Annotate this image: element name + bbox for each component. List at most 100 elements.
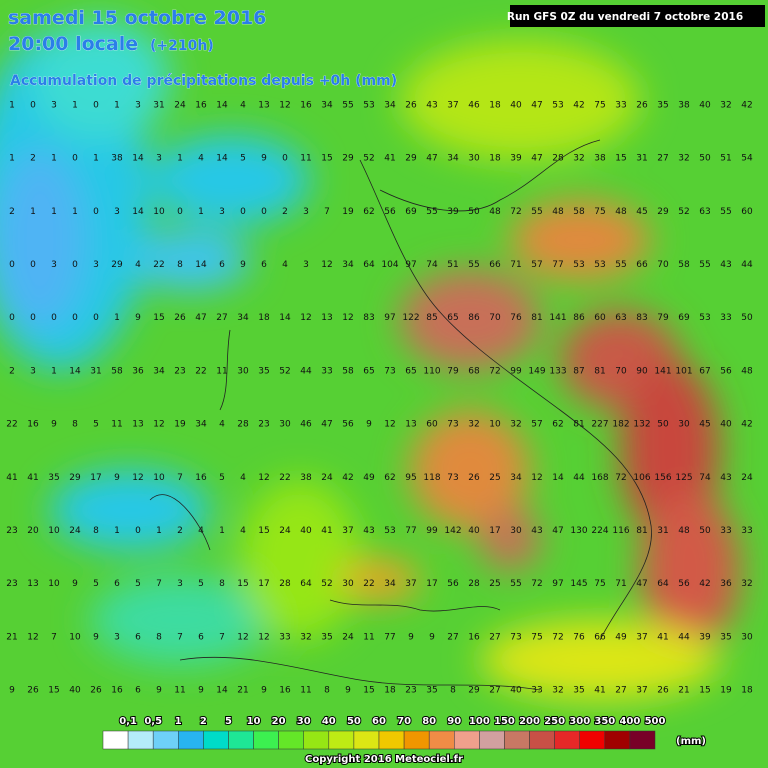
- grid-value: 4: [240, 101, 246, 111]
- grid-value: 37: [636, 686, 647, 696]
- grid-value: 47: [195, 313, 206, 323]
- grid-value: 56: [720, 366, 732, 376]
- legend-swatch: [203, 730, 229, 750]
- grid-value: 53: [594, 260, 605, 270]
- grid-value: 16: [111, 686, 123, 696]
- grid-value: 47: [321, 420, 332, 430]
- grid-value: 24: [741, 473, 753, 483]
- legend-swatch: [278, 730, 304, 750]
- grid-value: 70: [657, 260, 669, 270]
- legend-swatch: [127, 730, 154, 750]
- grid-value: 76: [510, 313, 522, 323]
- grid-value: 39: [510, 154, 522, 164]
- grid-value: 11: [363, 632, 374, 642]
- grid-value: 13: [132, 420, 143, 430]
- grid-value: 72: [552, 632, 563, 642]
- grid-value: 64: [363, 260, 375, 270]
- grid-value: 4: [135, 260, 141, 270]
- grid-value: 9: [198, 686, 204, 696]
- grid-value: 15: [153, 313, 164, 323]
- grid-value: 24: [174, 101, 186, 111]
- grid-value: 0: [72, 260, 78, 270]
- grid-value: 122: [402, 313, 419, 323]
- legend-swatch: [403, 730, 430, 750]
- grid-value: 2: [9, 366, 15, 376]
- grid-value: 2: [177, 526, 183, 536]
- grid-value: 6: [135, 686, 141, 696]
- grid-value: 9: [240, 260, 246, 270]
- grid-value: 72: [615, 473, 626, 483]
- grid-value: 40: [468, 526, 480, 536]
- legend-swatch: [178, 730, 204, 750]
- date: samedi 15 octobre 2016: [8, 7, 266, 29]
- grid-value: 23: [6, 526, 17, 536]
- grid-value: 1: [9, 101, 15, 111]
- grid-value: 48: [489, 207, 501, 217]
- grid-value: 34: [384, 579, 396, 589]
- grid-value: 75: [531, 632, 542, 642]
- grid-value: 53: [384, 526, 395, 536]
- grid-value: 86: [468, 313, 480, 323]
- grid-value: 41: [594, 686, 605, 696]
- grid-value: 41: [27, 473, 38, 483]
- grid-value: 19: [720, 686, 732, 696]
- grid-value: 40: [69, 686, 81, 696]
- grid-value: 97: [405, 260, 416, 270]
- grid-value: 12: [279, 101, 290, 111]
- grid-value: 1: [51, 154, 57, 164]
- grid-value: 28: [552, 154, 564, 164]
- grid-value: 1: [72, 101, 78, 111]
- grid-value: 23: [174, 366, 185, 376]
- grid-value: 26: [636, 101, 648, 111]
- grid-value: 26: [468, 473, 480, 483]
- grid-value: 58: [678, 260, 690, 270]
- grid-value: 101: [675, 366, 692, 376]
- grid-value: 53: [552, 101, 563, 111]
- grid-value: 90: [636, 366, 648, 376]
- grid-value: 0: [9, 313, 15, 323]
- grid-value: 40: [720, 420, 732, 430]
- grid-value: 53: [573, 260, 584, 270]
- grid-value: 29: [657, 207, 669, 217]
- grid-value: 7: [219, 632, 225, 642]
- grid-value: 16: [300, 101, 312, 111]
- legend-label: 0,5: [144, 716, 162, 727]
- grid-value: 32: [678, 154, 689, 164]
- grid-value: 9: [408, 632, 414, 642]
- grid-value: 7: [156, 579, 162, 589]
- grid-value: 57: [531, 420, 542, 430]
- grid-value: 27: [447, 632, 458, 642]
- legend-swatch: [253, 730, 279, 750]
- grid-value: 9: [114, 473, 120, 483]
- grid-value: 62: [384, 473, 395, 483]
- grid-value: 28: [237, 420, 249, 430]
- grid-value: 72: [489, 366, 500, 376]
- legend-swatch: [454, 730, 480, 750]
- grid-value: 12: [342, 313, 353, 323]
- grid-value: 1: [156, 526, 162, 536]
- grid-value: 55: [510, 579, 521, 589]
- grid-value: 35: [426, 686, 437, 696]
- grid-value: 77: [405, 526, 416, 536]
- grid-value: 15: [699, 686, 710, 696]
- grid-value: 0: [30, 313, 36, 323]
- grid-value: 73: [510, 632, 521, 642]
- grid-value: 14: [279, 313, 291, 323]
- legend: 0,1 0,5 1 2 5 10 20 30 40 50 60 70 80 90 100 150 200 250 3…: [102, 715, 666, 750]
- grid-value: 63: [699, 207, 710, 217]
- grid-value: 40: [699, 101, 711, 111]
- legend-label: 50: [347, 716, 361, 727]
- grid-value: 16: [195, 101, 207, 111]
- grid-value: 26: [405, 101, 417, 111]
- grid-value: 5: [198, 579, 204, 589]
- grid-value: 18: [489, 154, 501, 164]
- grid-value: 0: [93, 313, 99, 323]
- grid-value: 32: [552, 686, 563, 696]
- grid-value: 3: [93, 260, 99, 270]
- legend-swatch: [228, 730, 254, 750]
- grid-value: 24: [279, 526, 291, 536]
- grid-value: 41: [6, 473, 17, 483]
- grid-value: 36: [720, 579, 732, 589]
- legend-label: 150: [494, 716, 515, 727]
